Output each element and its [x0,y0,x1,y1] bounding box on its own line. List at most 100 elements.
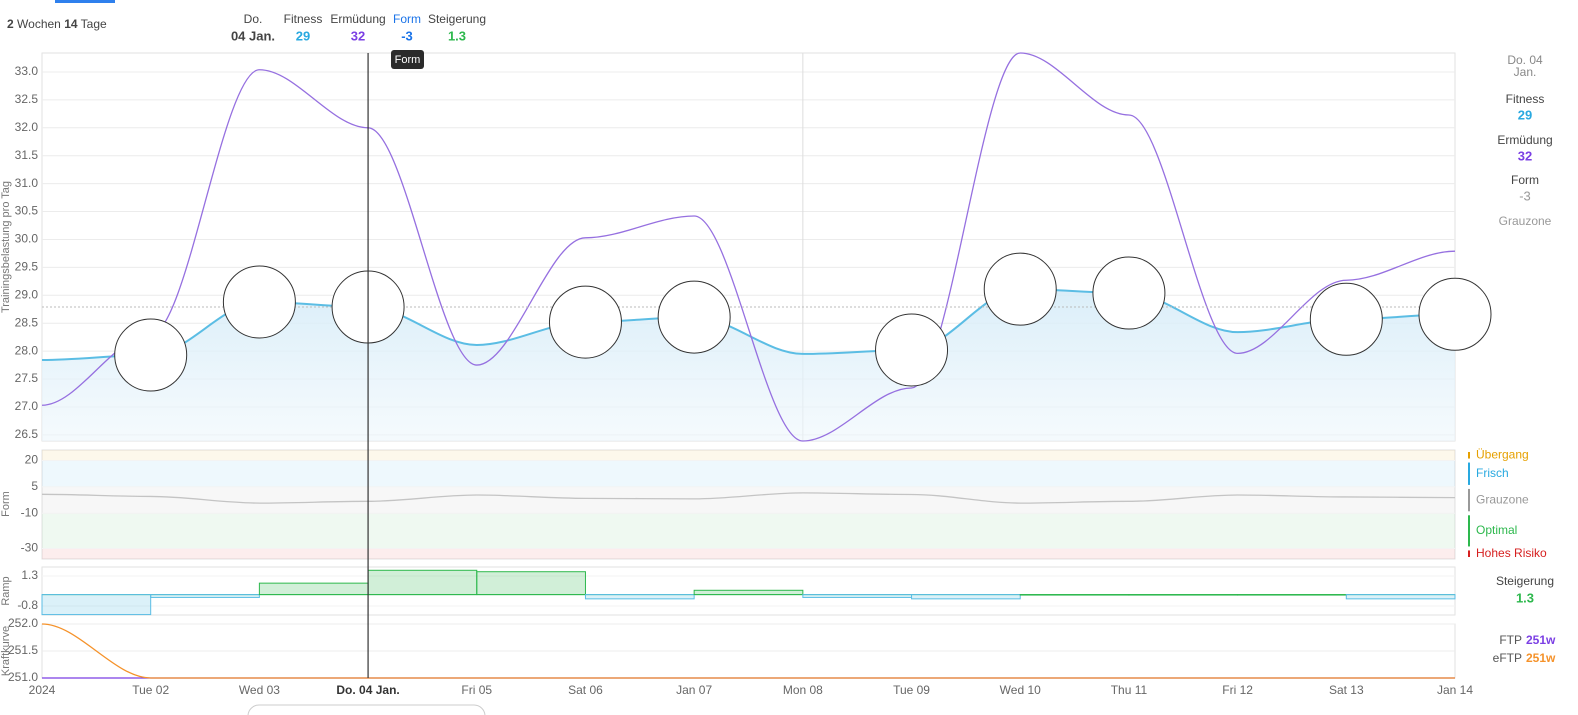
x-tick-label: Sat 06 [568,683,603,697]
zone-band [42,460,1455,487]
sidebar-day: Do. 04 [1507,53,1543,67]
plot-area [41,566,1456,616]
sidebar-ftp: 251w [1526,633,1556,647]
ramp-step [1128,594,1239,596]
zone-legend: Grauzone [1476,492,1529,506]
activity-marker [1418,277,1492,351]
sidebar-month: Jan. [1514,65,1537,79]
x-tick-label: Mon 08 [783,683,823,697]
activity-marker [983,252,1057,326]
y-tick-label: 28.0 [15,343,39,357]
ramp-step [911,594,1021,600]
ramp-step [258,582,369,596]
series-line [41,492,1456,504]
activity-marker [1092,256,1166,330]
x-tick-label: Wed 10 [1000,683,1041,697]
series-line [41,623,1455,679]
scroll-button[interactable] [247,704,486,715]
x-tick-label: Jan 14 [1437,683,1473,697]
header-date: 04 Jan. [231,28,275,43]
activity-marker [222,265,296,339]
series-line [41,52,1456,442]
x-tick-label: Wed 03 [239,683,280,697]
header-form-label[interactable]: Form [393,12,421,26]
x-tick-label: Sat 13 [1329,683,1364,697]
x-tick-label: Tue 09 [893,683,930,697]
zone-legend: Hohes Risiko [1476,546,1547,560]
y-tick-label: -0.8 [17,598,38,612]
zone-legend-bar [1468,462,1470,485]
range-label[interactable]: 2 Wochen 14 Tage [7,17,107,31]
ramp-step [693,589,804,596]
sidebar-form-label: Form [1511,173,1539,187]
y-axis-label: Kraftkurve [0,626,12,676]
y-tick-label: 28.5 [15,315,39,329]
sidebar-fatigue-label: Ermüdung [1497,133,1552,147]
zone-legend: Frisch [1476,466,1509,480]
sidebar-eftp: 251w [1526,651,1556,665]
y-tick-label: 31.0 [15,176,39,190]
y-tick-label: 29.0 [15,287,39,301]
y-axis-label: Trainingsbelastung pro Tag [0,181,12,313]
y-tick-label: 1.3 [21,568,38,582]
y-tick-label: 27.0 [15,399,39,413]
y-tick-label: -10 [21,505,39,519]
y-tick-label: 251.5 [8,643,38,657]
sidebar-fitness: 29 [1518,107,1532,122]
ramp-step [1019,594,1130,596]
x-tick-label: Fri 05 [461,683,492,697]
y-tick-label: -30 [21,541,39,555]
zone-band [42,486,1455,514]
header-fatigue: 32 [351,28,365,43]
header-ramp-label: Steigerung [428,12,486,26]
sidebar-fatigue: 32 [1518,148,1532,163]
plot-area [41,449,1456,560]
ramp-step [1237,594,1347,596]
ramp-step [1345,594,1456,600]
zone-legend-bar [1468,550,1470,557]
activity-marker [1309,282,1383,356]
y-tick-label: 29.5 [15,260,39,274]
zone-band [42,513,1455,549]
header-fitness-label: Fitness [284,12,323,26]
sidebar-eftp-label: eFTP [1493,651,1522,665]
y-tick-label: 26.5 [15,427,39,441]
y-tick-label: 251.0 [8,670,38,684]
weeks-label: Wochen [17,17,61,31]
x-tick-label: Thu 11 [1111,683,1148,697]
y-tick-label: 30.0 [15,232,39,246]
y-tick-label: 27.5 [15,371,39,385]
sidebar-form: -3 [1519,188,1531,203]
header-day: Do. [244,12,263,26]
zone-legend-bar [1468,488,1470,512]
activity-marker [114,318,188,392]
header-fatigue-label: Ermüdung [330,12,385,26]
y-tick-label: 30.5 [15,204,39,218]
tooltip-box [391,50,424,69]
weeks: 2 [7,17,14,31]
x-tick-label: 2024 [29,683,56,697]
days-label: Tage [81,17,107,31]
y-tick-label: 32.0 [15,120,39,134]
activity-marker [657,280,731,354]
sidebar-ftp-label: FTP [1499,633,1522,647]
y-axis-label: Form [0,491,12,517]
activity-marker [548,285,622,359]
zone-legend: Übergang [1476,447,1529,461]
y-tick-label: 33.0 [15,64,39,78]
days: 14 [64,17,78,31]
tooltip-text: Form [395,54,421,66]
y-axis-label: Ramp [0,576,12,605]
y-tick-label: 31.5 [15,148,39,162]
activity-marker [875,313,949,387]
sidebar-ramp: 1.3 [1516,590,1534,605]
y-tick-label: 32.5 [15,92,39,106]
x-tick-label: Jan 07 [676,683,712,697]
y-tick-label: 252.0 [8,616,38,630]
x-tick-label: Do. 04 Jan. [336,683,399,697]
zone-band [42,450,1455,461]
ramp-step [367,569,478,596]
x-tick-label: Tue 02 [132,683,169,697]
